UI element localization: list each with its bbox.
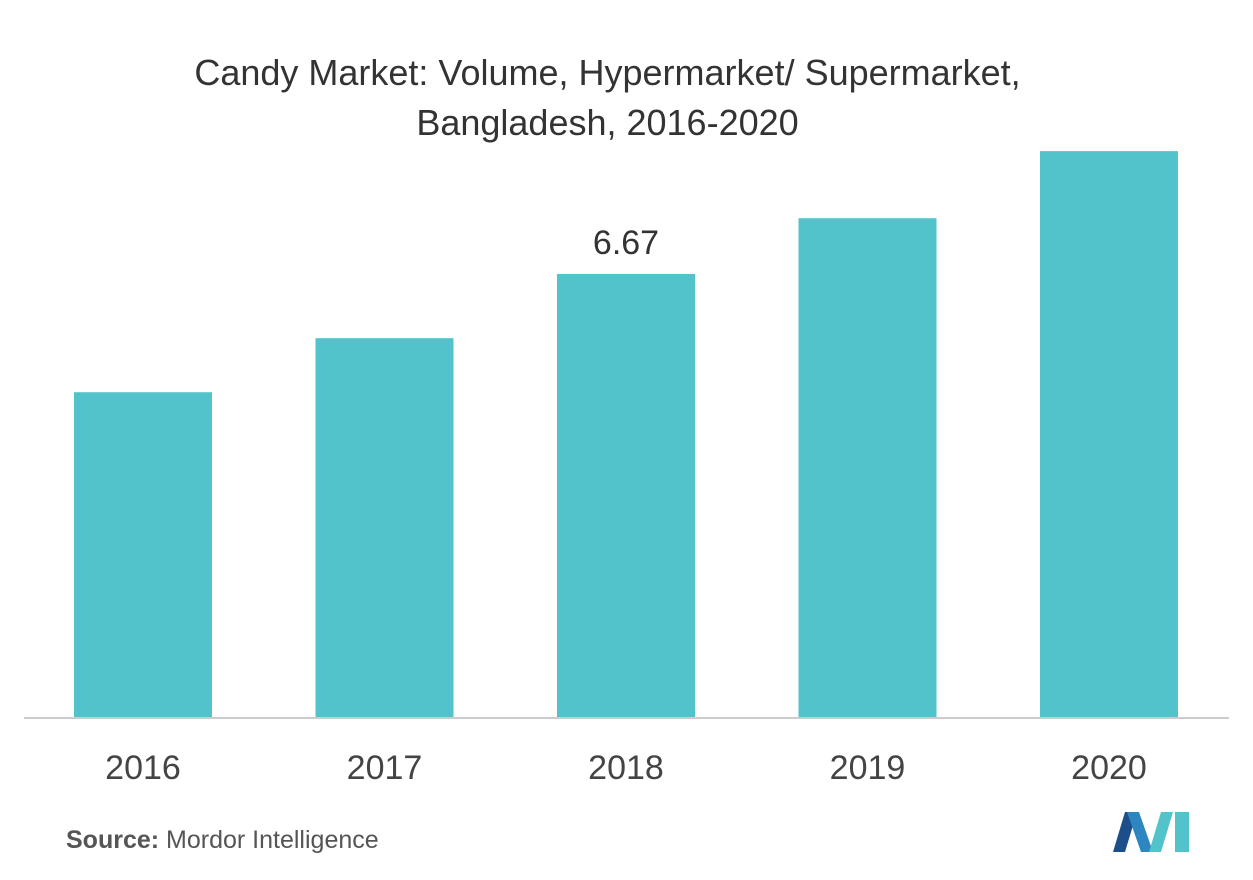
chart-title-line-2: Bangladesh, 2016-2020 — [416, 102, 799, 143]
chart-title-line-1: Candy Market: Volume, Hypermarket/ Super… — [194, 52, 1021, 93]
x-tick-label-2020: 2020 — [1071, 749, 1147, 787]
bar-2020 — [1040, 151, 1178, 719]
source-note: Source: Mordor Intelligence — [66, 826, 379, 855]
x-tick-label-2018: 2018 — [588, 749, 664, 787]
source-label: Source: — [66, 826, 160, 854]
mordor-intelligence-logo-icon — [1113, 812, 1189, 852]
x-tick-label-2019: 2019 — [830, 749, 906, 787]
x-tick-label-2016: 2016 — [105, 749, 181, 787]
bar-2017 — [315, 338, 454, 718]
labels-group: 2016 2017 2018 6.67 2019 2020 — [105, 224, 1147, 787]
bar-2016 — [74, 392, 212, 718]
x-tick-label-2017: 2017 — [347, 749, 423, 787]
bar-2018 — [557, 273, 695, 718]
chart-title: Candy Market: Volume, Hypermarket/ Super… — [0, 48, 1215, 148]
data-label-2018: 6.67 — [593, 224, 659, 262]
bars-group — [74, 151, 1178, 719]
bar-2019 — [798, 218, 937, 718]
source-text: Mordor Intelligence — [166, 826, 379, 854]
